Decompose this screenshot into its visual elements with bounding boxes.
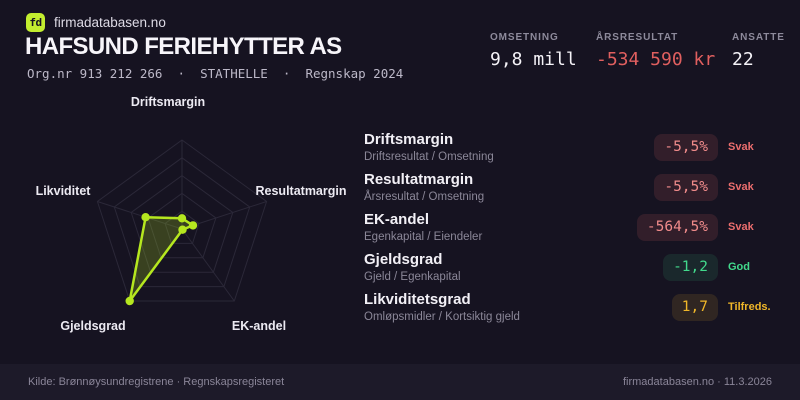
footer: Kilde: Brønnøysundregistrene · Regnskaps… xyxy=(0,364,800,400)
metric-name: Likviditetsgrad xyxy=(364,290,471,308)
footer-site: firmadatabasen.no · 11.3.2026 xyxy=(622,376,772,388)
metric-formula: Omløpsmidler / Kortsiktig gjeld xyxy=(364,310,520,323)
org-line: Org.nr 913 212 266 · STATHELLE · Regnska… xyxy=(27,66,404,81)
metric-name: Resultatmargin xyxy=(364,170,474,188)
stat-value: -534 590 kr xyxy=(596,49,716,70)
radar-chart-area: Driftsmargin Resultatmargin EK-andel Gje… xyxy=(0,86,360,356)
metric-row-likviditetsgrad: Likviditetsgrad Omløpsmidler / Kortsikti… xyxy=(364,287,772,327)
metric-value-pill: -564,5% xyxy=(636,213,718,241)
metric-formula: Driftsresultat / Omsetning xyxy=(364,150,494,163)
metric-value-pill: -5,5% xyxy=(654,133,718,161)
metric-rating: Svak xyxy=(728,181,754,193)
stat-label: OMSETNING xyxy=(490,32,559,43)
metric-rating: God xyxy=(728,261,750,273)
brand-site: firmadatabasen.no xyxy=(54,15,166,30)
metric-value-pill: 1,7 xyxy=(671,293,718,321)
stat-value: 9,8 mill xyxy=(490,49,577,70)
axis-label-resultatmargin: Resultatmargin xyxy=(255,184,347,198)
stat-omsetning: OMSETNING 9,8 mill xyxy=(490,32,577,70)
metric-name: EK-andel xyxy=(364,210,430,228)
metric-rating: Svak xyxy=(728,141,754,153)
fd-logo-icon: fd xyxy=(26,13,45,32)
axis-label-ek-andel: EK-andel xyxy=(231,319,287,333)
metric-formula: Årsresultat / Omsetning xyxy=(364,190,485,203)
metric-name: Driftsmargin xyxy=(364,130,454,148)
metrics-list: Driftsmargin Driftsresultat / Omsetning … xyxy=(364,127,772,327)
stat-value: 22 xyxy=(732,49,754,70)
metric-rating: Tilfreds. xyxy=(728,301,771,313)
axis-label-driftsmargin: Driftsmargin xyxy=(130,95,206,109)
metric-row-gjeldsgrad: Gjeldsgrad Gjeld / Egenkapital -1,2 God xyxy=(364,247,772,287)
stat-label: ANSATTE xyxy=(732,32,785,43)
axis-label-gjeldsgrad: Gjeldsgrad xyxy=(60,319,126,333)
stat-label: ÅRSRESULTAT xyxy=(596,32,679,43)
metric-value-pill: -5,5% xyxy=(654,173,718,201)
metric-formula: Gjeld / Egenkapital xyxy=(364,270,461,283)
metric-rating: Svak xyxy=(728,221,754,233)
metric-formula: Egenkapital / Eiendeler xyxy=(364,230,483,243)
metric-name: Gjeldsgrad xyxy=(364,250,443,268)
axis-label-likviditet: Likviditet xyxy=(35,184,91,198)
metric-row-driftsmargin: Driftsmargin Driftsresultat / Omsetning … xyxy=(364,127,772,167)
brand-row: fd firmadatabasen.no xyxy=(26,13,166,32)
metric-row-ek-andel: EK-andel Egenkapital / Eiendeler -564,5%… xyxy=(364,207,772,247)
company-name: HAFSUND FERIEHYTTER AS xyxy=(25,33,342,60)
footer-source: Kilde: Brønnøysundregistrene · Regnskaps… xyxy=(28,376,285,388)
stat-arsresultat: ÅRSRESULTAT -534 590 kr xyxy=(596,32,715,70)
metric-value-pill: -1,2 xyxy=(663,253,718,281)
radar-chart xyxy=(96,139,268,306)
stat-ansatte: ANSATTE 22 xyxy=(732,32,785,70)
metric-row-resultatmargin: Resultatmargin Årsresultat / Omsetning -… xyxy=(364,167,772,207)
